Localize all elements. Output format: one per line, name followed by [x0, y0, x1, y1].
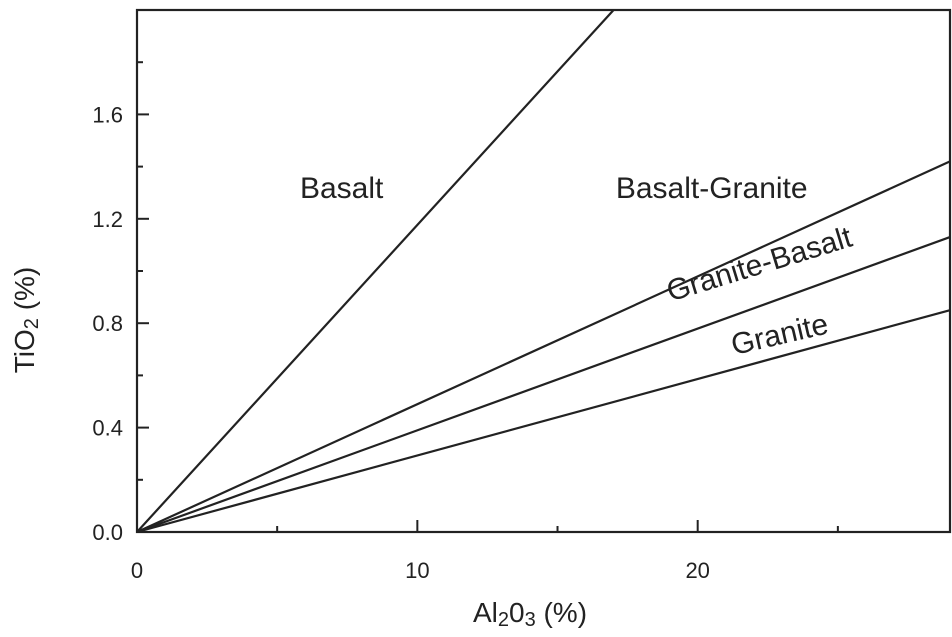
x-axis-title: Al203 (%)	[473, 597, 587, 631]
y-title-base: TiO	[9, 329, 40, 373]
y-title-unit: (%)	[9, 267, 40, 318]
x-tick-label: 10	[405, 558, 429, 583]
x-title-base1: Al	[473, 597, 498, 628]
region-label: Granite	[728, 308, 831, 362]
region-label: Granite-Basalt	[663, 221, 857, 309]
y-tick-label: 1.2	[92, 207, 123, 232]
boundary-lines	[136, 9, 951, 534]
boundary-line-3	[136, 236, 951, 534]
y-tick-label: 0.8	[92, 311, 123, 336]
y-tick-label: 0.0	[92, 520, 123, 545]
region-labels: Basalt Basalt-Granite Granite-BasaltGranit…	[300, 172, 857, 362]
x-title-base2: 0	[509, 597, 525, 628]
x-tick-label: 20	[685, 558, 709, 583]
boundary-line-2	[136, 160, 951, 534]
x-title-unit: (%)	[536, 597, 587, 628]
y-axis-title: TiO2 (%)	[9, 267, 43, 374]
region-label: Basalt-Granite	[616, 172, 808, 205]
region-label: Basalt	[300, 172, 384, 205]
x-title-sub2: 3	[525, 609, 536, 631]
boundary-line-4	[136, 309, 951, 534]
boundary-line-1	[136, 9, 615, 533]
y-tick-label: 1.6	[92, 102, 123, 127]
axes: 0 10 20 0.0 0.4 0.8 1.2 1.6	[92, 8, 952, 583]
y-tick-label: 0.4	[92, 416, 123, 441]
y-title-sub: 2	[21, 318, 43, 329]
x-tick-label: 0	[131, 558, 143, 583]
x-title-sub1: 2	[498, 609, 509, 631]
